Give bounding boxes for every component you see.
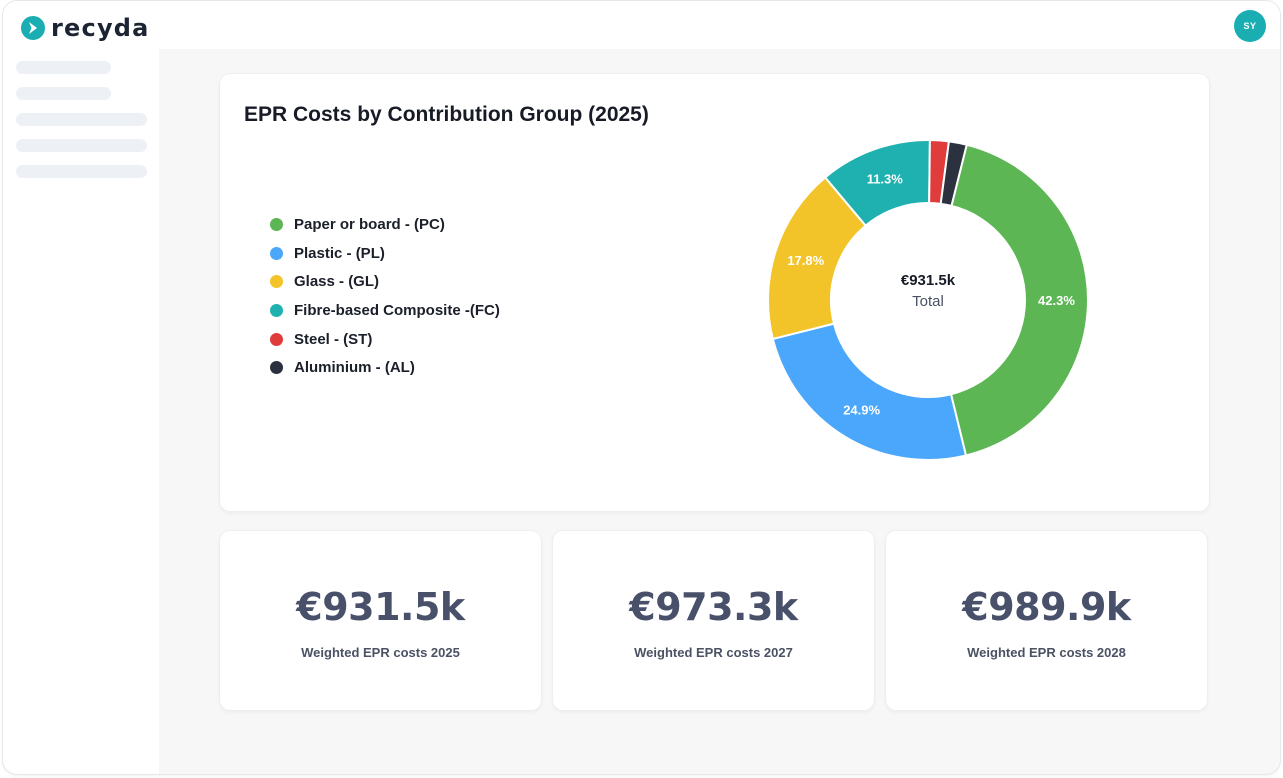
legend-label: Aluminium - (AL) [294,359,415,377]
stat-card-2027: €973.3k Weighted EPR costs 2027 [553,531,874,710]
brand-name: recyda [51,14,150,42]
legend-label: Paper or board - (PC) [294,215,445,233]
brand-logo[interactable]: recyda [20,14,150,42]
stat-label: Weighted EPR costs 2025 [301,645,460,660]
sidebar-item-placeholder[interactable] [16,165,147,178]
legend-label: Plastic - (PL) [294,244,385,262]
legend-dot [270,275,283,289]
legend-item-fibre-composite[interactable]: Fibre-based Composite -(FC) [270,296,500,325]
legend-label: Steel - (ST) [294,330,373,348]
legend-dot [270,246,283,260]
legend-item-steel[interactable]: Steel - (ST) [270,325,500,354]
user-avatar[interactable]: SY [1234,10,1266,42]
sidebar-item-placeholder[interactable] [16,61,111,74]
stat-card-2028: €989.9k Weighted EPR costs 2028 [886,531,1207,710]
donut-slice-6[interactable] [939,140,968,208]
sidebar-item-placeholder[interactable] [16,87,111,100]
donut-center-label: Total [912,293,944,310]
recyda-logo-icon [21,16,45,40]
epr-costs-chart-card: EPR Costs by Contribution Group (2025) P… [220,74,1209,511]
topbar [159,1,1280,49]
stat-value: €989.9k [962,585,1131,629]
sidebar-item-placeholder[interactable] [16,113,147,126]
donut-slices [767,138,1089,461]
legend-item-aluminium[interactable]: Aluminium - (AL) [270,353,500,382]
legend-dot [270,332,283,346]
legend-label: Glass - (GL) [294,273,380,291]
donut-slice-label: 11.3% [867,171,904,186]
stat-value: €973.3k [629,585,798,629]
donut-center-value: €931.5k [901,272,956,289]
donut-chart: 42.3% 24.9% 17.8% 11.3% €931.5k Total [767,138,1089,461]
sidebar-item-placeholder[interactable] [16,139,147,152]
stat-card-2025: €931.5k Weighted EPR costs 2025 [220,531,541,710]
legend-dot [270,217,283,231]
donut-slice-label: 17.8% [787,253,824,268]
sidebar: recyda [3,1,159,774]
legend-item-glass[interactable]: Glass - (GL) [270,267,500,296]
donut-slice-2[interactable] [771,322,968,461]
legend-dot [270,303,283,317]
chart-title: EPR Costs by Contribution Group (2025) [244,103,649,126]
donut-slice-label: 24.9% [843,403,880,418]
stat-label: Weighted EPR costs 2027 [634,645,793,660]
legend-item-plastic[interactable]: Plastic - (PL) [270,239,500,268]
legend-item-paper[interactable]: Paper or board - (PC) [270,210,500,239]
stat-value: €931.5k [296,585,465,629]
stat-label: Weighted EPR costs 2028 [967,645,1126,660]
donut-slice-labels: 42.3% 24.9% 17.8% 11.3% [787,171,1075,417]
donut-slice-1[interactable] [949,143,1089,457]
legend-dot [270,361,283,375]
chart-legend: Paper or board - (PC) Plastic - (PL) Gla… [270,210,500,382]
donut-slice-label: 42.3% [1038,293,1075,308]
legend-label: Fibre-based Composite -(FC) [294,301,500,319]
